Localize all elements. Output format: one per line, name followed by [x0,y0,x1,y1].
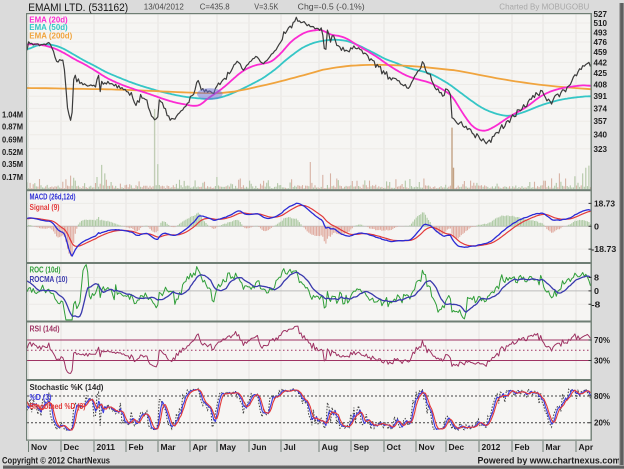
svg-text:ROCMA (10): ROCMA (10) [30,275,68,284]
svg-text:Nov: Nov [419,442,435,452]
svg-text:0.87M: 0.87M [2,122,23,132]
svg-text:Mar: Mar [161,442,177,452]
svg-text:Charted By MOBUGOBU: Charted By MOBUGOBU [499,2,589,12]
svg-text:Smoothed %D (3): Smoothed %D (3) [30,402,86,411]
svg-text:Jul: Jul [284,442,296,452]
svg-text:Sep: Sep [354,442,370,452]
svg-text:Feb: Feb [129,442,144,452]
svg-text:Signal (9): Signal (9) [30,203,60,212]
svg-text:30%: 30% [594,356,610,366]
svg-text:8: 8 [594,273,599,283]
svg-text:Jun: Jun [252,442,267,452]
svg-text:2011: 2011 [97,442,116,452]
svg-text:Oct: Oct [387,442,401,452]
svg-text:Feb: Feb [515,442,530,452]
svg-text:0.52M: 0.52M [2,147,23,157]
svg-text:MACD (26d,12d): MACD (26d,12d) [30,193,76,202]
svg-text:510: 510 [594,18,608,28]
svg-text:527: 527 [594,9,608,19]
svg-text:EMA (50d): EMA (50d) [29,23,68,32]
svg-text:408: 408 [594,79,608,89]
svg-text:476: 476 [594,37,608,47]
svg-text:EMAMI LTD. (531162): EMAMI LTD. (531162) [28,2,128,14]
svg-text:0: 0 [594,286,599,296]
svg-text:-8: -8 [591,299,600,309]
svg-text:Copyright © 2012 ChartNexus: Copyright © 2012 ChartNexus [2,455,110,465]
svg-text:Nov: Nov [31,442,47,452]
svg-text:Apr: Apr [193,442,208,452]
svg-text:C=435.8: C=435.8 [200,2,230,12]
svg-text:391: 391 [594,91,608,101]
svg-text:340: 340 [594,130,608,140]
svg-text:70%: 70% [594,335,610,345]
svg-text:425: 425 [594,68,608,78]
svg-text:Dec: Dec [449,442,465,452]
svg-text:Stochastic %K (14d): Stochastic %K (14d) [30,383,104,392]
svg-text:Apr: Apr [579,442,594,452]
svg-text:442: 442 [594,57,608,67]
svg-text:323: 323 [594,144,608,154]
svg-text:18.73: 18.73 [594,198,615,208]
svg-text:Aug: Aug [322,442,339,452]
svg-text:ROC (10d): ROC (10d) [30,266,61,275]
svg-text:1.04M: 1.04M [2,110,23,120]
svg-text:V=3.5K: V=3.5K [254,2,278,12]
svg-text:0.17M: 0.17M [2,172,23,182]
svg-text:Chg=-0.5 (-0.1%): Chg=-0.5 (-0.1%) [298,2,365,12]
svg-text:13/04/2012: 13/04/2012 [144,2,184,12]
svg-text:357: 357 [594,116,608,126]
svg-text:374: 374 [594,103,608,113]
svg-text:0.35M: 0.35M [2,159,23,169]
svg-text:20%: 20% [594,418,610,428]
svg-text:EMA (20d): EMA (20d) [29,15,68,24]
svg-text:0: 0 [594,221,599,231]
svg-text:-18.73: -18.73 [591,244,616,254]
svg-text:%D (3): %D (3) [30,393,52,402]
svg-text:Dec: Dec [64,442,80,452]
svg-text:0.69M: 0.69M [2,135,23,145]
svg-text:459: 459 [594,47,608,57]
svg-text:May: May [220,442,237,452]
svg-text:493: 493 [594,27,608,37]
svg-text:80%: 80% [594,391,610,401]
svg-text:Powered by www.chartnexus.com: Powered by www.chartnexus.com [478,455,621,465]
svg-text:2012: 2012 [482,442,501,452]
svg-text:EMA (200d): EMA (200d) [29,31,72,40]
svg-text:Mar: Mar [546,442,562,452]
svg-text:RSI (14d): RSI (14d) [30,325,60,334]
